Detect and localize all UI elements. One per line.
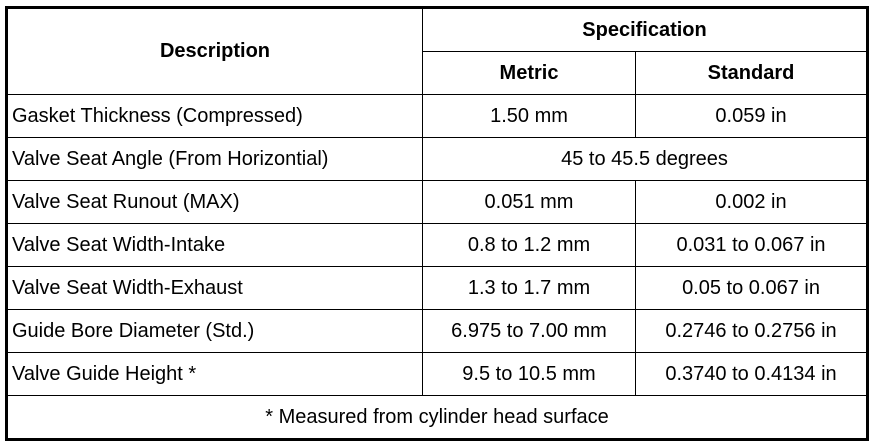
description-cell: Valve Seat Angle (From Horizontial) [6, 137, 423, 181]
footnote-cell: * Measured from cylinder head surface [5, 395, 869, 440]
header-row: Description Specification [6, 7, 869, 95]
value-cell: 6.975 to 7.00 mm [422, 309, 636, 353]
value-cell: 9.5 to 10.5 mm [422, 352, 636, 396]
table-row: Valve Guide Height * 9.5 to 10.5 mm 0.3740… [6, 352, 869, 396]
value-cell: 0.3740 to 0.4134 in [634, 352, 869, 396]
table-row: Valve Seat Width-Exhaust 1.3 to 1.7 mm 0.0… [6, 266, 869, 310]
value-cell: 0.002 in [634, 180, 869, 224]
value-cell: 0.2746 to 0.2756 in [634, 309, 869, 353]
value-cell: 45 to 45.5 degrees [421, 137, 869, 181]
table-row: Valve Seat Width-Intake 0.8 to 1.2 mm 0.03… [6, 223, 869, 267]
description-cell: Valve Seat Width-Intake [6, 223, 423, 267]
value-cell: 0.8 to 1.2 mm [422, 223, 636, 267]
header-cell: Standard [634, 51, 869, 95]
description-cell: Valve Guide Height * [6, 352, 423, 396]
table-row: Guide Bore Diameter (Std.) 6.975 to 7.00 … [6, 309, 869, 353]
description-cell: Valve Seat Width-Exhaust [6, 266, 423, 310]
table-row: Valve Seat Angle (From Horizontial) 45 to… [6, 137, 869, 181]
table-body: Description Specification Metric Standar… [5, 7, 869, 440]
value-cell: 1.50 mm [422, 94, 636, 138]
table-row: Gasket Thickness (Compressed) 1.50 mm 0.05… [6, 94, 869, 138]
value-cell: 0.031 to 0.067 in [634, 223, 869, 267]
value-cell: 0.05 to 0.067 in [634, 266, 869, 310]
footnote-row: * Measured from cylinder head surface [5, 395, 869, 440]
table-row: Valve Seat Runout (MAX) 0.051 mm 0.002 in [6, 180, 869, 224]
value-cell: 0.051 mm [422, 180, 636, 224]
value-cell: 0.059 in [634, 94, 869, 138]
header-row: Metric Standard [7, 51, 869, 95]
spec-table: Description Specification Metric Standar… [5, 6, 870, 441]
header-cell: Specification [421, 7, 869, 52]
header-cell: Description [6, 7, 423, 95]
description-cell: Guide Bore Diameter (Std.) [6, 309, 423, 353]
description-cell: Valve Seat Runout (MAX) [6, 180, 423, 224]
value-cell: 1.3 to 1.7 mm [422, 266, 636, 310]
description-cell: Gasket Thickness (Compressed) [6, 94, 423, 138]
header-cell: Metric [422, 51, 636, 95]
